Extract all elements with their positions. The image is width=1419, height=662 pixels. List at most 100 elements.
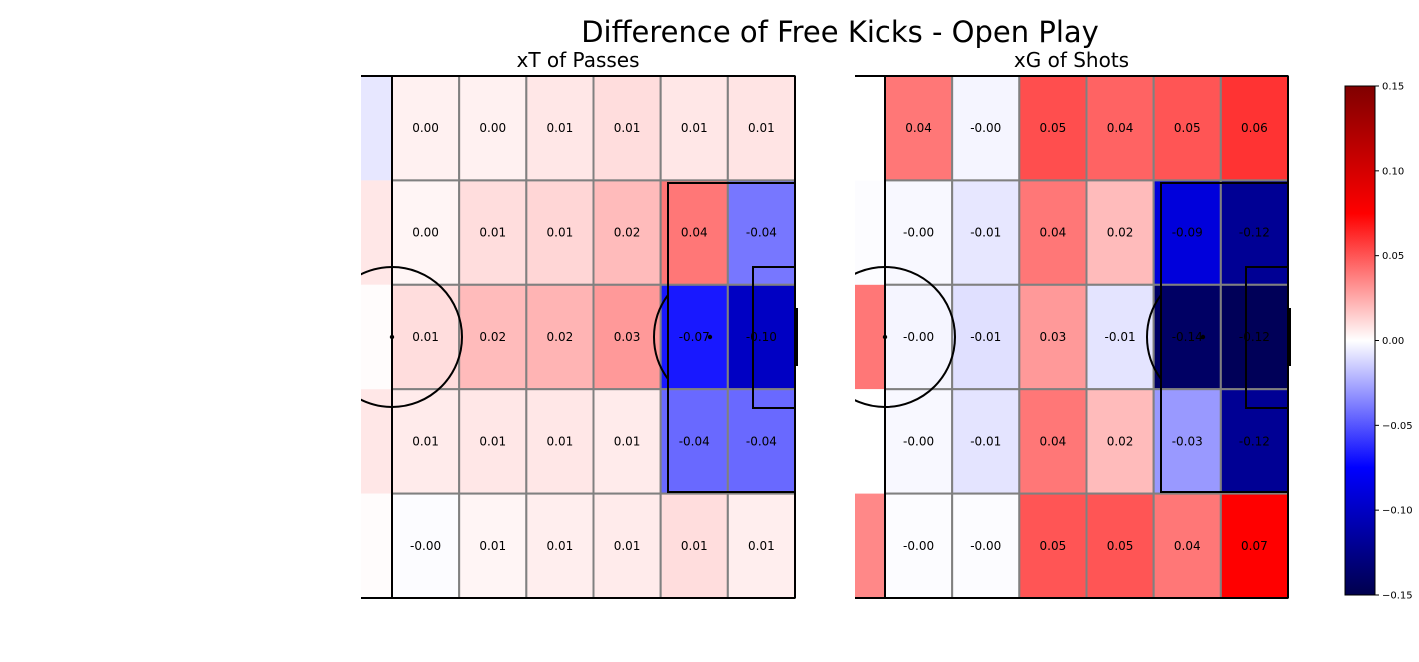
cell-value-label: 0.01 [547,434,574,448]
heatmap-cell [1085,283,1155,391]
cell-value-label: 0.00 [412,121,439,135]
cell-value-label: -0.00 [903,539,934,553]
cell-value-label: -0.09 [1172,226,1203,240]
heatmap-cell [659,283,729,391]
panel-title: xT of Passes [516,48,639,72]
centre-circle [361,266,463,408]
cell-value-label: -0.00 [410,539,441,553]
heatmap-cell [951,388,1021,495]
heatmap-cell [726,388,796,495]
cell-value-label: 0.01 [748,539,775,553]
cell-value-label: 0.01 [547,226,574,240]
colorbar-tick-label: 0.05 [1382,251,1404,262]
cell-value-label: 0.01 [479,226,506,240]
cell-value-label: 0.01 [412,434,439,448]
cell-value-label: 0.05 [1040,121,1067,135]
heatmap-cell [659,388,729,495]
cell-value-label: -0.00 [903,330,934,344]
colorbar-tick-label: 0.10 [1382,166,1404,177]
cell-value-label: 0.01 [547,539,574,553]
heatmap-cell [659,75,729,182]
heatmap-cell [884,75,954,182]
cell-value-label: -0.01 [970,226,1001,240]
colorbar-tick-label: 0.15 [1382,82,1404,93]
heatmap-cell [659,179,729,286]
colorbar-gradient [1344,85,1376,596]
penalty-spot [1200,334,1206,340]
cell-value-label: -0.03 [1172,434,1203,448]
colorbar-tick-label: −0.05 [1382,421,1413,432]
cell-value-label: -0.01 [970,330,1001,344]
cell-value-label: 0.04 [1040,434,1067,448]
cell-value-label: 0.05 [1174,121,1201,135]
heatmap-cell [525,492,595,600]
edge-cell [855,493,885,598]
cell-value-label: 0.04 [1107,121,1134,135]
cell-value-label: 0.02 [547,330,574,344]
heatmap-panel-2: xG of Shots 0.04 -0.00 0.05 0.04 0.05 0.06 -0.0… [855,48,1291,600]
heatmap-cell [726,492,796,600]
heatmap-cell [1018,388,1088,495]
cell-value-label: -0.12 [1239,330,1270,344]
cell-value-label: -0.14 [1172,330,1203,344]
heatmap-cell [726,75,796,182]
pitch-arcs [361,266,669,408]
centre-spot [389,334,395,340]
edge-cell [361,76,392,181]
colorbar-tick-label: −0.15 [1382,591,1413,602]
heatmap-panels: xT of Passes 0.00 0.00 0.01 0.01 0.01 0.01 0.00… [361,48,1291,600]
edge-cell [855,76,885,181]
cell-value-label: 0.01 [614,539,641,553]
heatmap-cell [951,179,1021,286]
cell-value-label: -0.04 [746,434,777,448]
figure-title: Difference of Free Kicks - Open Play [581,15,1099,49]
cell-value-label: -0.07 [679,330,710,344]
heatmap-cell [1219,283,1290,391]
cell-value-label: 0.04 [1174,539,1201,553]
cell-value-label: -0.04 [679,434,710,448]
heatmap-cell [1152,75,1222,182]
centre-spot [882,334,888,340]
cell-value-label: 0.05 [1107,539,1134,553]
cell-value-label: 0.01 [614,434,641,448]
heatmap-cell [884,283,954,391]
cell-value-label: 0.05 [1040,539,1067,553]
edge-cell [855,284,885,390]
cell-value-label: 0.02 [1107,434,1134,448]
edge-cell [361,284,392,390]
cell-value-label: 0.03 [614,330,641,344]
pitch-arcs [855,266,1162,408]
centre-circle [855,266,956,408]
cell-value-label: -0.01 [1105,330,1136,344]
cell-value-label: 0.04 [681,226,708,240]
cell-value-label: 0.01 [681,121,708,135]
heatmap-cell [1018,179,1088,286]
colorbar: −0.15 −0.10 −0.05 0.00 0.05 0.10 0.15 [1344,82,1413,602]
heatmap-cell [1152,179,1222,286]
penalty-arc [653,294,669,380]
cell-value-label: -0.12 [1239,226,1270,240]
heatmap-cell [951,492,1021,600]
colorbar-tick-label: 0.00 [1382,336,1404,347]
edge-cell [361,493,392,598]
penalty-arc [1146,294,1162,380]
heatmap-cell [1152,492,1222,600]
cell-value-label: 0.01 [479,434,506,448]
cell-value-label: 0.01 [748,121,775,135]
cell-value-label: 0.04 [905,121,932,135]
cell-value-label: 0.01 [479,539,506,553]
cell-value-label: 0.06 [1241,121,1268,135]
cell-value-label: -0.01 [970,434,1001,448]
cell-value-label: 0.02 [479,330,506,344]
cell-value-label: 0.03 [1040,330,1067,344]
heatmap-cell [1018,283,1088,391]
panel-title: xG of Shots [1014,48,1129,72]
colorbar-tick-label: −0.10 [1382,506,1413,517]
penalty-spot [707,334,713,340]
heatmap-cell [458,283,528,391]
cell-value-label: 0.01 [681,539,708,553]
cell-value-label: 0.04 [1040,226,1067,240]
heatmap-cell [592,179,662,286]
cell-value-label: 0.00 [479,121,506,135]
